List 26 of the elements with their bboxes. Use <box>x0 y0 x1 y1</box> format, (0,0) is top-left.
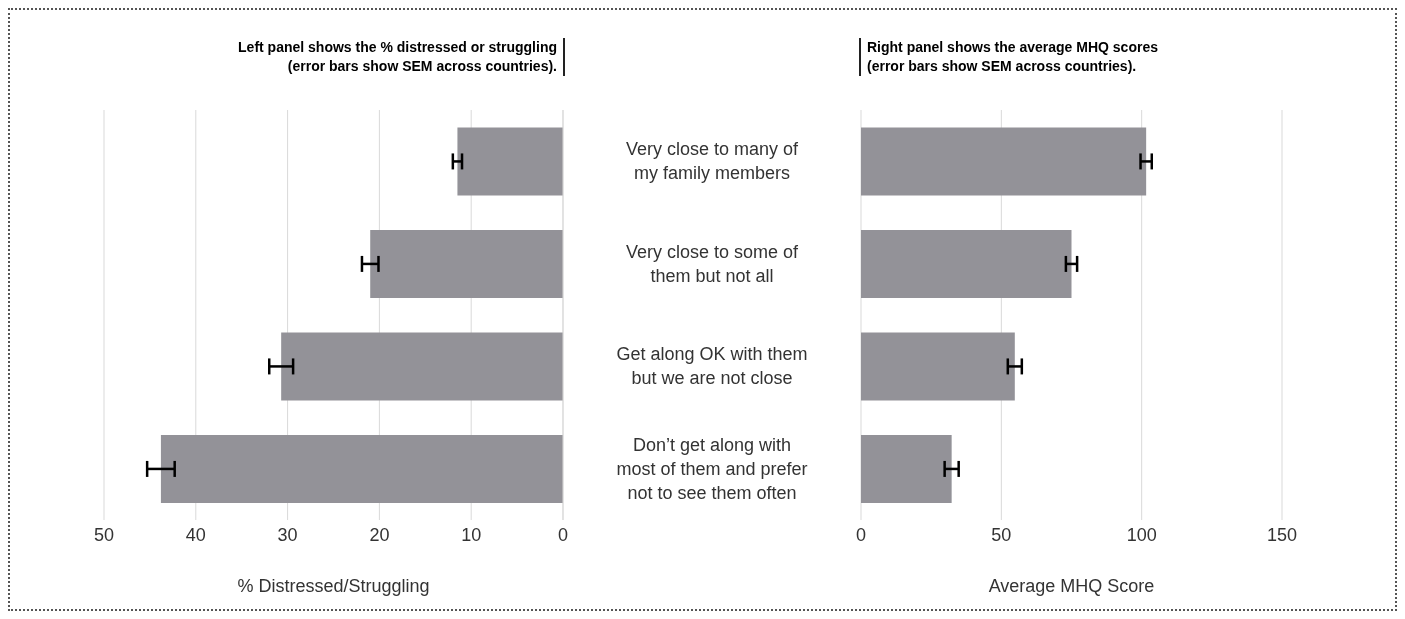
x-tick-label: 30 <box>277 524 298 545</box>
x-tick-label: 50 <box>93 524 115 545</box>
x-tick-label: 50 <box>991 524 1012 545</box>
bar <box>457 127 563 196</box>
x-axis-title: % Distressed/Struggling <box>237 576 430 596</box>
x-tick-label: 0 <box>855 524 867 545</box>
x-tick-label: 150 <box>1266 524 1298 545</box>
y-tick-label: Don’t get along with most of them and prefer not to see them often <box>616 434 808 503</box>
chart-subtitle: Left panel shows the % distressed or struggling (error bars show SEM across countries). <box>227 38 565 76</box>
bar <box>861 434 952 503</box>
bar <box>370 229 563 298</box>
x-axis-title: Average MHQ Score <box>988 576 1155 596</box>
y-tick-label: Get along OK with them but we are not close <box>616 344 808 389</box>
chart-subtitle: Right panel shows the average MHQ scores (error bars show SEM across countries). <box>859 38 1197 76</box>
bar <box>861 332 1015 401</box>
bar <box>861 127 1147 196</box>
bar <box>861 229 1072 298</box>
y-tick-label: Very close to many of my family members <box>625 139 800 184</box>
bar <box>281 332 563 401</box>
bar <box>160 434 563 503</box>
x-tick-label: 100 <box>1126 524 1157 545</box>
x-tick-label: 20 <box>369 524 390 545</box>
x-tick-label: 0 <box>557 524 569 545</box>
x-tick-label: 40 <box>185 524 206 545</box>
x-tick-label: 10 <box>461 524 482 545</box>
y-tick-label: Very close to some of them but not all <box>625 241 800 286</box>
